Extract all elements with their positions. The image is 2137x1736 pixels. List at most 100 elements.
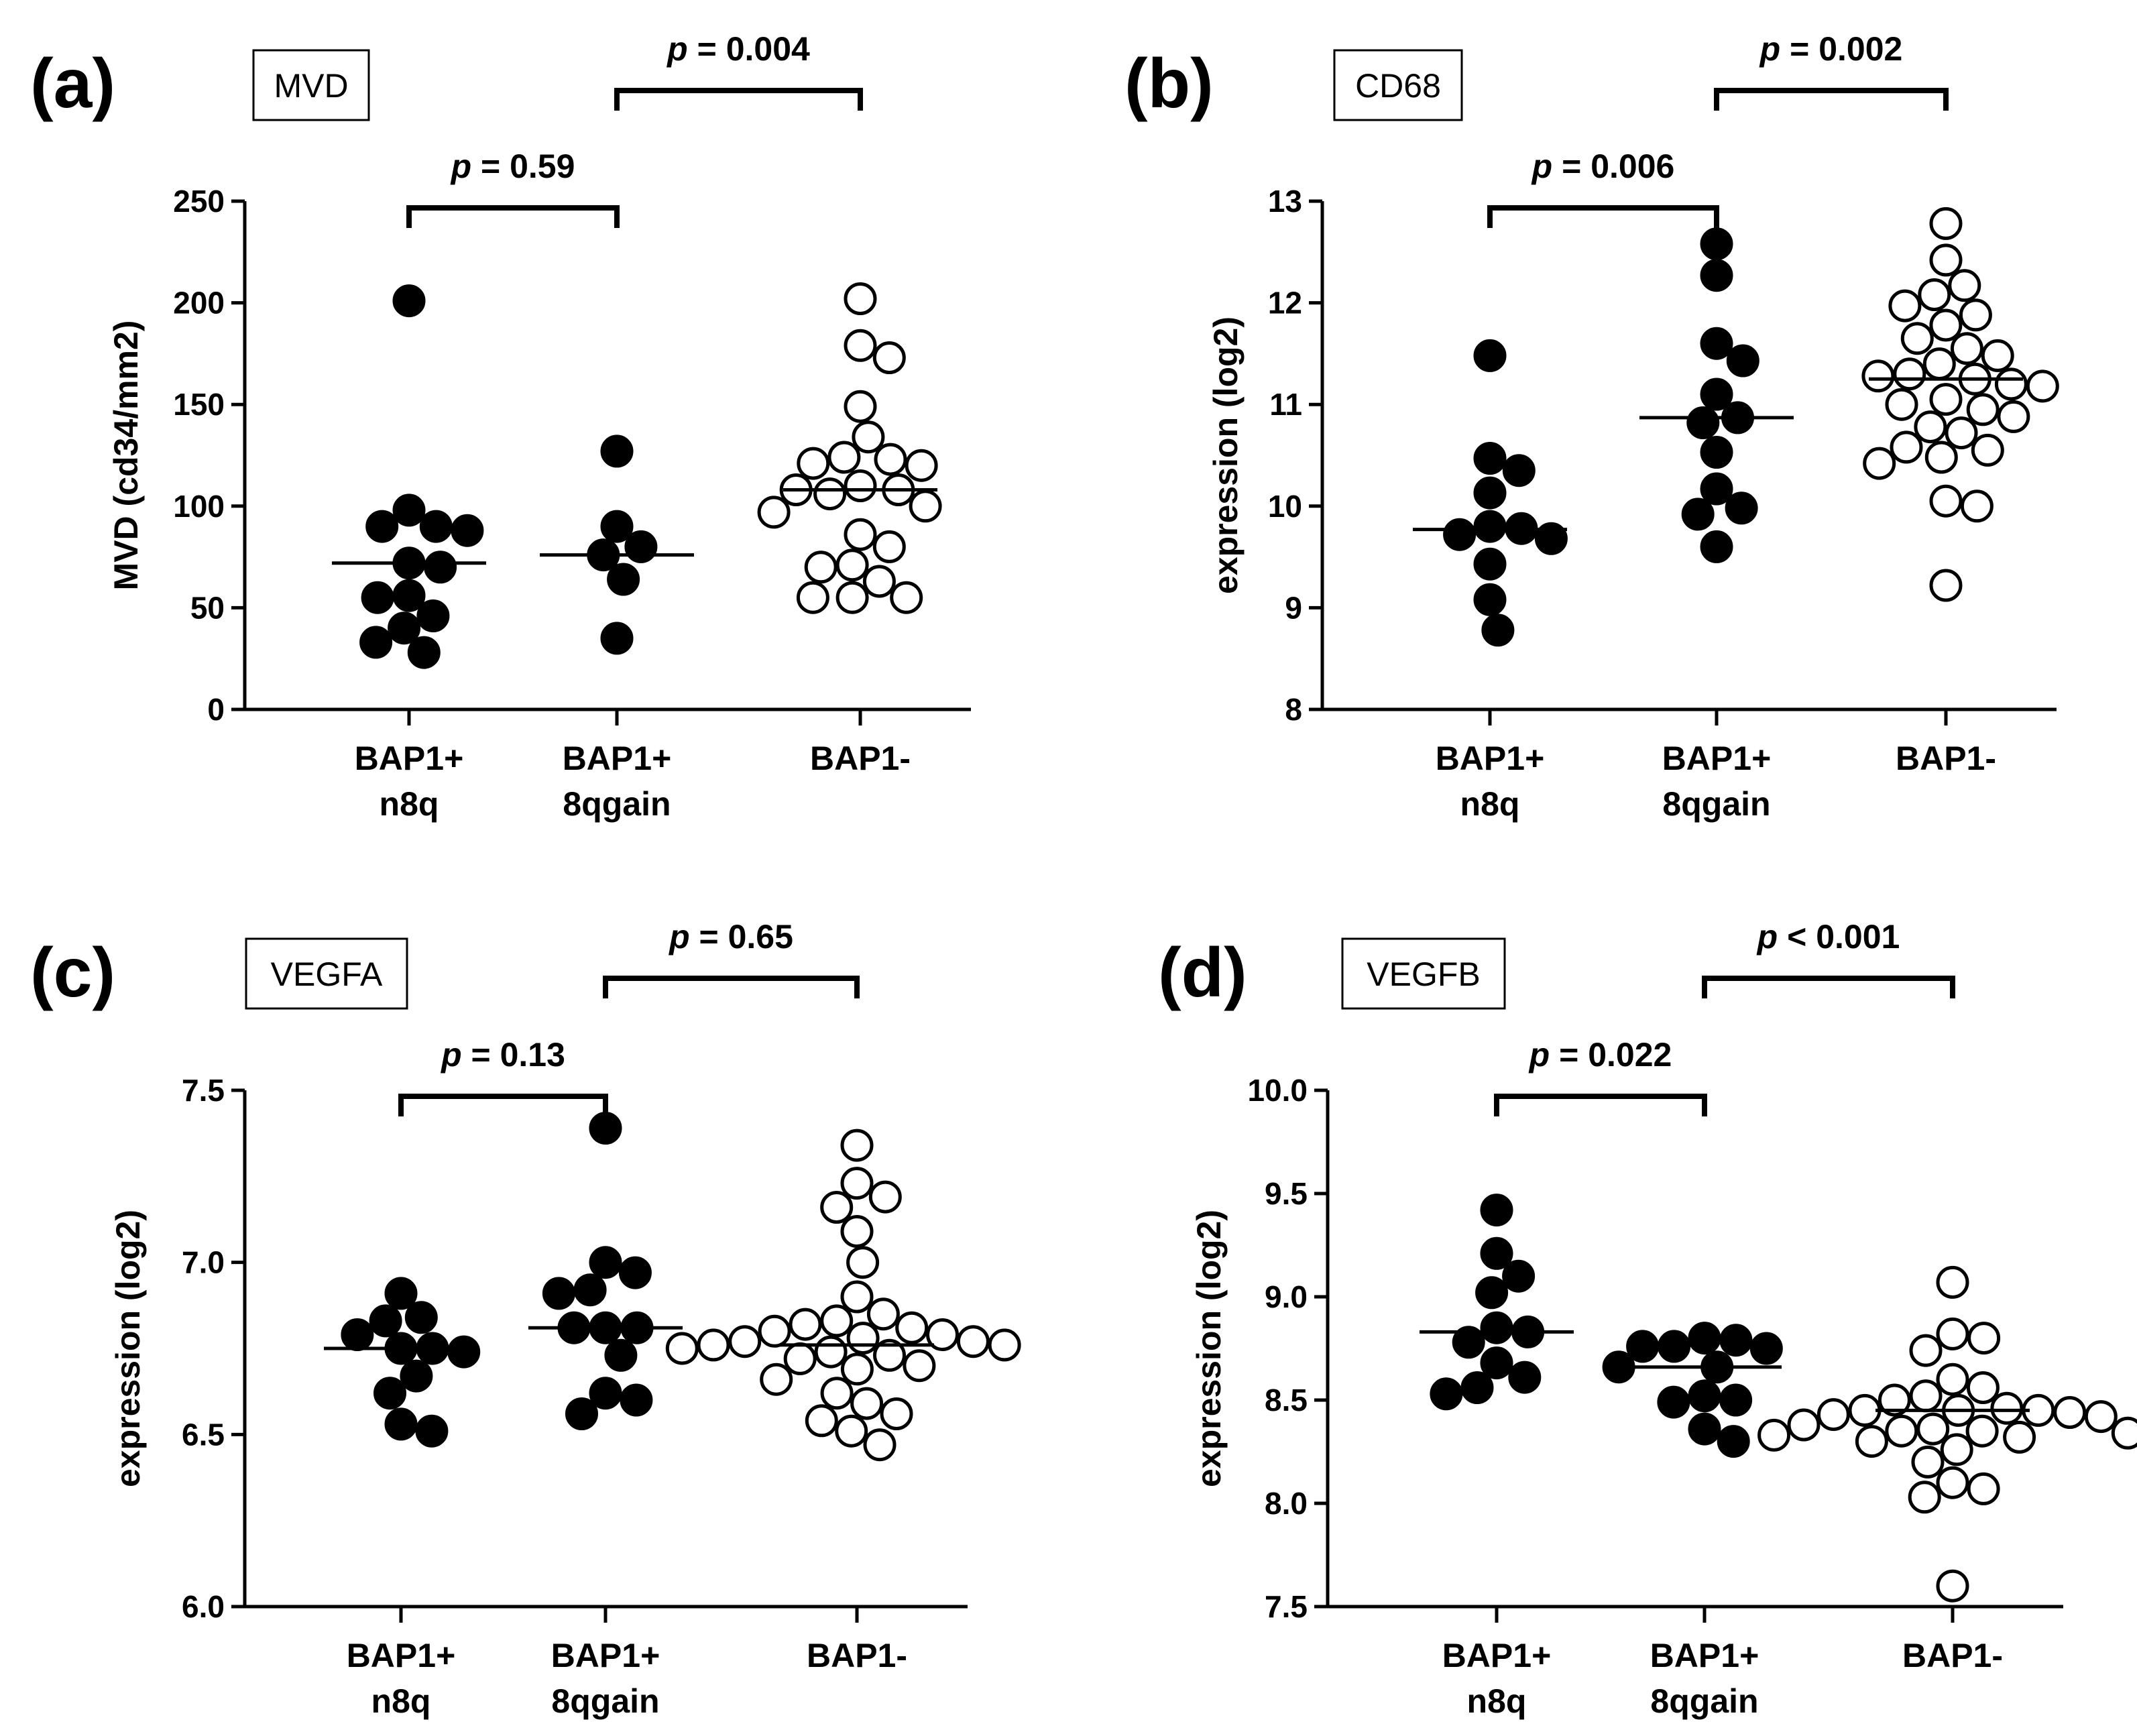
data-point-filled xyxy=(1658,1330,1691,1363)
y-tick-label: 8.0 xyxy=(1265,1486,1308,1521)
y-tick-label: 13 xyxy=(1268,184,1302,219)
data-point-open xyxy=(840,1352,874,1386)
p-value-label: p = 0.002 xyxy=(1759,30,1903,68)
y-tick-label: 11 xyxy=(1269,387,1302,422)
data-point-open xyxy=(850,1387,884,1420)
data-point-filled xyxy=(1681,498,1715,531)
data-point-open xyxy=(1893,357,1926,391)
data-point-open xyxy=(840,1129,874,1162)
data-point-open xyxy=(1950,332,1983,365)
data-point-filled xyxy=(607,563,640,596)
data-point-open xyxy=(757,496,791,529)
data-point-open xyxy=(1966,1371,2000,1404)
panel-letter: (a) xyxy=(30,45,115,123)
data-point-open xyxy=(1878,1383,1911,1417)
y-tick-label: 250 xyxy=(173,184,225,219)
x-tick-label: BAP1+ xyxy=(347,1637,456,1674)
significance-bracket xyxy=(1494,1094,1707,1116)
p-value-label: p = 0.022 xyxy=(1528,1036,1672,1074)
data-point-filled xyxy=(1725,491,1758,525)
data-point-open xyxy=(1994,367,2028,401)
significance-bracket xyxy=(1702,976,1955,998)
data-point-open xyxy=(820,1191,854,1224)
marker-label-box xyxy=(245,937,408,1010)
data-point-filled xyxy=(392,494,426,527)
data-point-filled xyxy=(1700,436,1733,469)
data-point-open xyxy=(1929,308,1963,342)
data-point-open xyxy=(835,1414,868,1448)
x-tick-label: BAP1- xyxy=(1902,1637,2003,1674)
data-point-filled xyxy=(565,1397,598,1430)
data-point-open xyxy=(835,548,869,582)
data-point-open xyxy=(1981,339,2014,372)
data-point-open xyxy=(1916,1412,1950,1446)
data-point-filled xyxy=(618,1256,652,1289)
data-point-open xyxy=(1929,243,1963,277)
data-point-open xyxy=(909,489,942,523)
data-point-filled xyxy=(1473,510,1507,543)
data-point-open xyxy=(868,1180,902,1214)
p-value-label: p = 0.65 xyxy=(668,918,793,956)
data-point-open xyxy=(760,1363,793,1396)
data-point-filled xyxy=(424,551,457,584)
data-point-filled xyxy=(1502,454,1536,487)
data-point-filled xyxy=(1475,1276,1509,1310)
data-point-open xyxy=(852,420,885,454)
y-tick-label: 12 xyxy=(1268,286,1302,321)
data-point-open xyxy=(872,341,906,374)
p-value-label: p = 0.006 xyxy=(1531,148,1675,185)
data-point-open xyxy=(728,1325,762,1358)
data-point-open xyxy=(956,1325,990,1358)
data-point-filled xyxy=(1473,583,1507,616)
data-point-filled xyxy=(1480,1194,1513,1227)
data-point-open xyxy=(844,518,877,551)
data-point-open xyxy=(1940,1433,1973,1466)
data-point-open xyxy=(1929,383,1963,416)
data-point-open xyxy=(1757,1418,1791,1452)
data-point-open xyxy=(873,1338,906,1372)
data-point-filled xyxy=(573,1273,607,1307)
data-point-open xyxy=(1888,289,1922,323)
x-tick-label: BAP1+ xyxy=(1442,1637,1552,1674)
data-point-open xyxy=(1945,416,1978,450)
data-point-open xyxy=(1922,347,1956,381)
data-point-open xyxy=(862,565,896,598)
data-point-filled xyxy=(1700,327,1733,360)
data-point-open xyxy=(1900,322,1934,355)
data-point-filled xyxy=(1443,518,1477,551)
data-point-filled xyxy=(359,626,393,659)
data-point-filled xyxy=(1452,1326,1485,1359)
x-tick-label: n8q xyxy=(1467,1682,1527,1720)
data-point-filled xyxy=(373,1377,406,1410)
data-point-filled xyxy=(1480,1311,1513,1344)
data-point-open xyxy=(1909,1334,1943,1367)
y-tick-label: 150 xyxy=(173,387,225,422)
panel-c: (c) expression (log2) VEGFA 6.0 6.5 7.0 7.5 B… xyxy=(30,918,1021,1720)
p-value-label: p = 0.004 xyxy=(666,30,810,68)
y-tick-label: 7.5 xyxy=(1265,1589,1308,1624)
data-point-open xyxy=(758,1314,791,1348)
y-axis-label: expression (log2) xyxy=(1207,316,1245,594)
data-point-filled xyxy=(1688,1412,1721,1446)
data-point-filled xyxy=(1502,1259,1536,1293)
data-point-open xyxy=(1861,359,1895,393)
data-point-open xyxy=(863,1428,897,1462)
data-point-filled xyxy=(1534,522,1568,555)
data-point-filled xyxy=(1430,1377,1463,1411)
y-tick-label: 10.0 xyxy=(1247,1073,1308,1108)
data-point-open xyxy=(2053,1396,2087,1429)
data-point-open xyxy=(789,1308,822,1341)
y-tick-label: 9.5 xyxy=(1265,1176,1308,1211)
data-point-open xyxy=(926,1318,959,1351)
data-point-filled xyxy=(1508,1361,1542,1394)
data-point-open xyxy=(1997,400,2030,433)
y-tick-label: 100 xyxy=(173,489,225,524)
y-tick-label: 8 xyxy=(1285,692,1302,727)
data-point-open xyxy=(844,282,877,315)
data-point-filled xyxy=(392,284,426,318)
data-point-filled xyxy=(1473,547,1507,581)
data-point-filled xyxy=(1719,1324,1753,1357)
marker-label: VEGFB xyxy=(1367,956,1480,993)
data-point-filled xyxy=(620,1383,653,1417)
data-point-filled xyxy=(1717,1425,1750,1458)
